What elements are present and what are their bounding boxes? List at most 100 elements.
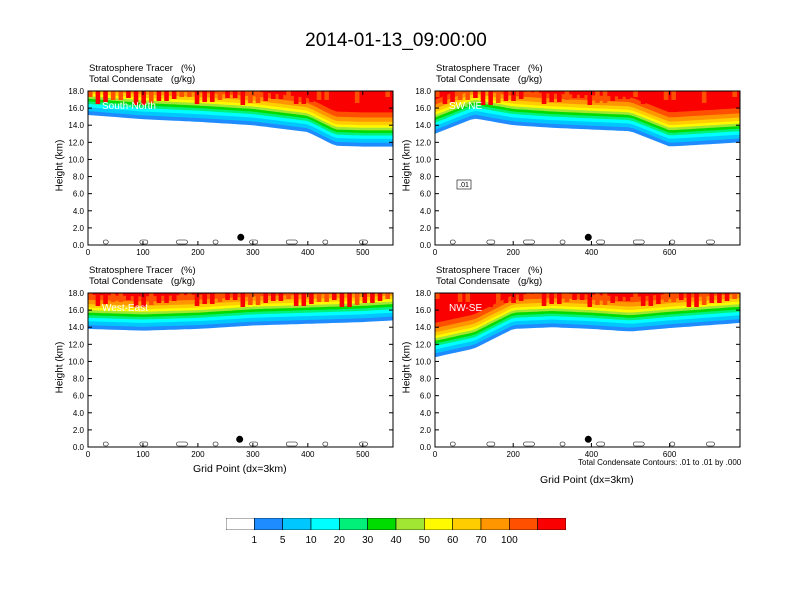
colorbar-box — [452, 518, 482, 530]
x-tick-label: 400 — [585, 450, 599, 459]
colorbar-box — [537, 518, 566, 530]
tracer-top-streak — [133, 91, 139, 105]
tracer-top-streak — [118, 293, 124, 302]
panel-4-tracer-field — [435, 293, 740, 358]
tracer-top-streak — [671, 293, 676, 302]
tracer-top-streak — [709, 91, 715, 101]
tracer-top-streak — [595, 293, 600, 305]
tracer-top-streak — [579, 293, 585, 300]
x-tick-label: 300 — [246, 450, 260, 459]
tracer-top-streak — [324, 91, 329, 100]
panel-2-tracer-field — [435, 91, 740, 147]
tracer-top-streak — [232, 91, 238, 98]
tracer-top-streak — [339, 293, 345, 307]
x-tick-label: 400 — [301, 450, 315, 459]
tracer-top-streak — [648, 293, 654, 306]
y-tick-label: 16.0 — [415, 306, 431, 315]
y-tick-label: 2.0 — [420, 224, 432, 233]
tracer-top-streak — [339, 91, 345, 105]
panel-3-tracer-field — [88, 293, 393, 331]
condensate-contour — [523, 441, 535, 447]
colorbar-box — [310, 518, 340, 530]
tracer-top-streak — [625, 91, 631, 99]
tracer-top-streak — [724, 293, 730, 301]
panel-4-condensate-contours — [449, 441, 715, 447]
y-tick-label: 6.0 — [420, 190, 432, 199]
condensate-contour — [102, 239, 109, 245]
colorbar-label: 60 — [447, 535, 459, 546]
panel-1-condensate-contours — [102, 239, 368, 245]
tracer-top-streak — [701, 91, 707, 103]
plot-frame — [87, 90, 394, 246]
tracer-top-streak — [640, 91, 646, 104]
tracer-top-streak — [595, 91, 600, 103]
tracer-top-streak — [633, 293, 638, 299]
tracer-top-streak — [141, 91, 146, 105]
tracer-top-streak — [95, 91, 101, 104]
y-tick-label: 8.0 — [73, 173, 85, 182]
tracer-top-streak — [450, 91, 455, 102]
tracer-top-streak — [370, 293, 375, 303]
condensate-contour — [632, 441, 645, 447]
panel-2-plot: SW-NE 0.0 2.0 4.0 6.0 8.0 10.0 12.0 14.0 16.0 18.0… — [415, 87, 741, 257]
tracer-top-streak — [488, 91, 493, 105]
tracer-top-streak — [194, 293, 200, 306]
panel-3-y-axis-label: Height (km) — [54, 341, 66, 394]
colorbar-box — [282, 518, 312, 530]
y-tick-label: 6.0 — [73, 392, 85, 401]
tracer-top-streak — [442, 91, 448, 104]
tracer-top-streak — [663, 91, 669, 100]
condensate-contour — [486, 441, 496, 447]
colorbar-label: 40 — [390, 535, 402, 546]
tracer-top-streak — [293, 91, 299, 104]
panel-south-north: South-North 0.0 2.0 4.0 6.0 8.0 10.0 12.0 14.0 16… — [68, 87, 394, 257]
tracer-top-streak — [473, 91, 478, 98]
y-tick-label: 16.0 — [68, 104, 84, 113]
condensate-contour — [559, 239, 566, 245]
tracer-top-streak — [503, 91, 509, 101]
contour-label: .01 — [459, 182, 469, 189]
condensate-contour — [212, 441, 219, 447]
tracer-top-streak — [385, 293, 390, 299]
tracer-top-streak — [686, 293, 692, 307]
tracer-top-streak — [541, 91, 547, 104]
panel-2-y-axis-label: Height (km) — [401, 139, 413, 192]
colorbar-label: 70 — [475, 535, 487, 546]
tracer-top-streak — [171, 293, 177, 301]
tracer-top-streak — [210, 91, 215, 102]
tracer-top-streak — [503, 293, 509, 303]
tracer-top-streak — [309, 293, 314, 304]
colorbar — [226, 518, 566, 530]
x-tick-label: 600 — [663, 450, 677, 459]
tracer-top-streak — [110, 293, 116, 302]
tracer-top-streak — [610, 91, 615, 101]
tracer-top-streak — [141, 293, 146, 307]
panel-sw-ne: SW-NE 0.0 2.0 4.0 6.0 8.0 10.0 12.0 14.0 16.0 18.0… — [415, 87, 741, 257]
tracer-top-streak — [385, 91, 390, 97]
y-tick-label: 0.0 — [73, 443, 85, 452]
condensate-contour — [486, 239, 496, 245]
tracer-top-streak — [480, 91, 486, 105]
tracer-top-streak — [557, 91, 562, 102]
tracer-top-streak — [587, 293, 593, 307]
tracer-top-streak — [263, 293, 268, 303]
colorbar-box — [254, 518, 283, 530]
tracer-top-streak — [679, 91, 684, 98]
tracer-top-streak — [88, 91, 93, 97]
panel-3-condensate-label: Total Condensate (g/kg) — [89, 276, 196, 287]
tracer-top-streak — [526, 91, 532, 97]
tracer-top-streak — [309, 91, 314, 102]
colorbar-label: 50 — [418, 535, 430, 546]
colorbar-box — [367, 518, 397, 530]
tracer-top-streak — [457, 91, 463, 100]
condensate-contour — [176, 441, 188, 447]
y-tick-label: 0.0 — [73, 241, 85, 250]
tracer-top-streak — [263, 91, 268, 101]
tracer-top-streak — [465, 91, 471, 100]
tracer-top-streak — [354, 91, 360, 103]
condensate-contour — [523, 239, 535, 245]
tracer-top-streak — [686, 91, 692, 105]
tracer-top-streak — [435, 293, 440, 299]
tracer-top-streak — [549, 293, 554, 304]
x-tick-label: 0 — [433, 450, 438, 459]
